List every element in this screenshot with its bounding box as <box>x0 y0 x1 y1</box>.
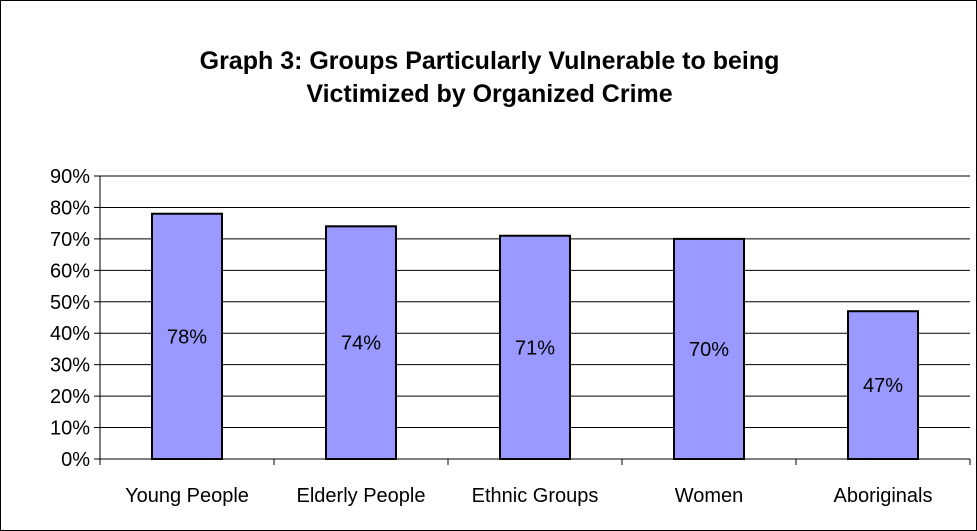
y-tick-label: 30% <box>50 355 90 377</box>
x-tick-label: Aboriginals <box>834 485 933 507</box>
data-label: 78% <box>167 326 207 348</box>
bar <box>499 234 571 460</box>
y-tick-label: 20% <box>50 386 90 408</box>
y-tick-label: 50% <box>50 292 90 314</box>
data-label: 47% <box>863 375 903 397</box>
data-label: 70% <box>689 339 729 361</box>
chart-title-line-1: Graph 3: Groups Particularly Vulnerable … <box>199 47 780 75</box>
y-tick-label: 0% <box>61 449 90 471</box>
y-tick-label: 80% <box>50 197 90 219</box>
data-label: 71% <box>515 337 555 359</box>
bar <box>673 237 745 460</box>
x-tick-label: Ethnic Groups <box>472 485 599 507</box>
y-tick-label: 40% <box>50 323 90 345</box>
y-tick-label: 70% <box>50 229 90 251</box>
x-tick-label: Young People <box>125 485 249 507</box>
y-tick-label: 60% <box>50 260 90 282</box>
x-tick-label: Women <box>675 485 744 507</box>
data-label: 74% <box>341 333 381 355</box>
x-tick-label: Elderly People <box>297 485 426 507</box>
chart-title: Graph 3: Groups Particularly Vulnerable … <box>1 45 977 111</box>
y-tick-label: 10% <box>50 418 90 440</box>
bar <box>847 310 919 461</box>
chart-title-line-2: Victimized by Organized Crime <box>306 80 673 108</box>
y-tick-label: 90% <box>50 166 90 188</box>
bar <box>151 212 223 460</box>
